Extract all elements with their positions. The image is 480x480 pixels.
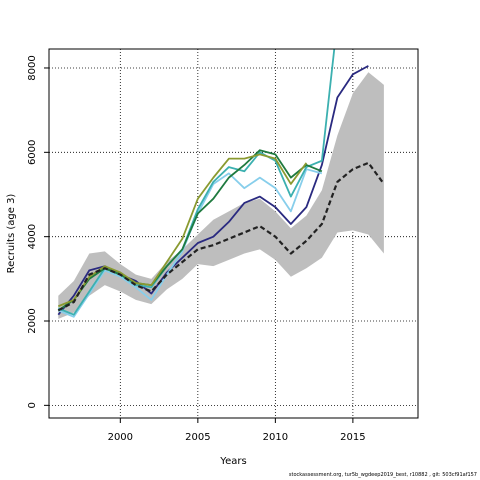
series-lines: [57, 49, 385, 318]
y-tick-label: 4000: [27, 224, 38, 249]
footer-credit: stockassessment.org, tur5b_wgdeep2019_be…: [288, 472, 477, 478]
confidence-band-area: [58, 72, 384, 319]
plot-frame: [48, 48, 419, 419]
x-axis-title: Years: [219, 456, 246, 467]
y-tick-label: 6000: [27, 140, 38, 165]
x-tick-label: 2015: [340, 432, 365, 443]
x-axis: 2000 2005 2010 2015: [108, 418, 366, 443]
x-tick-label: 2010: [263, 432, 288, 443]
confidence-band: [58, 72, 384, 319]
y-axis-title: Recruits (age 3): [6, 194, 17, 274]
y-tick-label: 8000: [27, 55, 38, 80]
series-line: [57, 161, 385, 312]
y-axis: 0 2000 4000 6000 8000: [27, 55, 49, 409]
series-line: [57, 149, 323, 312]
x-tick-label: 2005: [185, 432, 210, 443]
x-tick-label: 2000: [108, 432, 133, 443]
y-tick-label: 0: [27, 402, 38, 408]
y-tick-label: 2000: [27, 308, 38, 333]
